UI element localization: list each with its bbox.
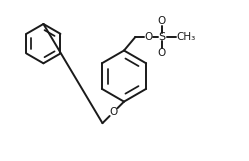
Text: O: O: [110, 107, 118, 117]
Text: O: O: [158, 48, 166, 58]
Text: S: S: [158, 32, 166, 42]
Text: CH₃: CH₃: [177, 32, 196, 42]
Text: O: O: [144, 32, 152, 42]
Text: O: O: [158, 16, 166, 26]
